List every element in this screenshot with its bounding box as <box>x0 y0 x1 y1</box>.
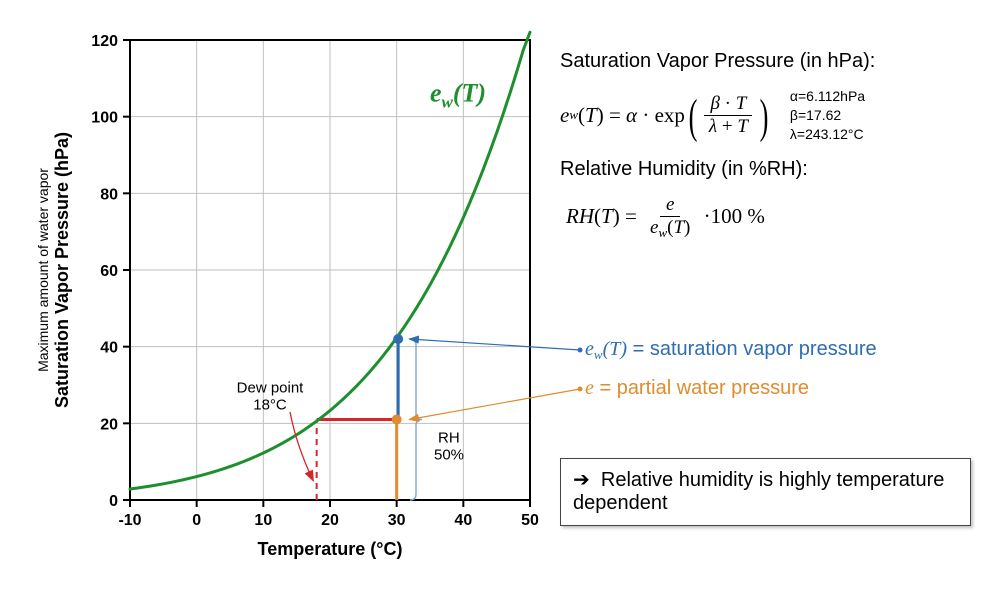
svg-text:30: 30 <box>388 512 406 529</box>
svg-text:80: 80 <box>100 186 118 203</box>
legend-sat: ew(T) = saturation vapor pressure <box>585 338 877 363</box>
svg-text:18°C: 18°C <box>253 397 287 414</box>
svg-text:20: 20 <box>100 416 118 433</box>
rh-heading: Relative Humidity (in %RH): <box>560 158 980 181</box>
svp-equation: ew(T) = α · exp ( β · T λ + T ) <box>560 94 772 137</box>
param-beta: β=17.62 <box>790 106 865 125</box>
svg-text:50%: 50% <box>434 447 464 464</box>
svg-text:20: 20 <box>321 512 339 529</box>
param-lambda: λ=243.12°C <box>790 125 865 144</box>
svg-text:40: 40 <box>454 512 472 529</box>
svp-heading: Saturation Vapor Pressure (in hPa): <box>560 50 980 73</box>
arrow-right-icon: ➔ <box>573 469 590 491</box>
svg-text:0: 0 <box>192 512 201 529</box>
svg-text:10: 10 <box>254 512 272 529</box>
param-alpha: α=6.112hPa <box>790 87 865 106</box>
svp-equation-row: ew(T) = α · exp ( β · T λ + T ) α=6.112h… <box>560 87 980 144</box>
magnus-params: α=6.112hPa β=17.62 λ=243.12°C <box>790 87 865 144</box>
svg-text:Dew point: Dew point <box>237 380 305 397</box>
formula-panel: Saturation Vapor Pressure (in hPa): ew(T… <box>560 50 980 239</box>
conclusion-box: ➔ Relative humidity is highly temperatur… <box>560 458 971 526</box>
svg-text:50: 50 <box>521 512 539 529</box>
svg-text:ew(T): ew(T) <box>430 78 486 111</box>
svg-text:RH: RH <box>438 430 460 447</box>
svg-text:Saturation Vapor Pressure (hPa: Saturation Vapor Pressure (hPa) <box>52 132 72 408</box>
svg-text:0: 0 <box>109 493 118 510</box>
svg-text:40: 40 <box>100 340 118 357</box>
svg-text:60: 60 <box>100 263 118 280</box>
svg-text:100: 100 <box>91 110 118 127</box>
svg-text:Temperature (°C): Temperature (°C) <box>258 539 403 559</box>
rh-equation: RH(T) = e ew(T) ·100 % <box>566 195 980 240</box>
legend-partial: e = partial water pressure <box>585 377 809 400</box>
conclusion-text: Relative humidity is highly temperature … <box>573 469 944 514</box>
legend-sat-symbol: ew(T) <box>585 338 627 360</box>
legend-partial-symbol: e <box>585 377 594 399</box>
svg-text:120: 120 <box>91 33 118 50</box>
legend-partial-text: = partial water pressure <box>599 377 809 399</box>
svg-text:-10: -10 <box>118 512 141 529</box>
svg-text:Maximum amount of water vapor: Maximum amount of water vapor <box>35 168 51 372</box>
legend-sat-text: = saturation vapor pressure <box>633 338 877 360</box>
